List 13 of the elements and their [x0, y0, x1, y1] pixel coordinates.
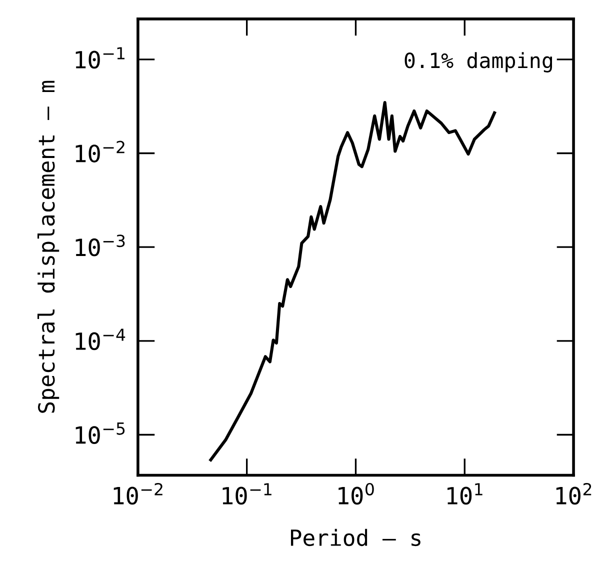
- y-tick-label: 10$^{−2}$: [76, 140, 124, 162]
- x-tick-label: 10$^{2}$: [556, 482, 592, 505]
- y-tick-label: 10$^{−1}$: [76, 47, 124, 69]
- annotation: 0.1% damping: [404, 52, 552, 72]
- y-axis-title: Spectral displacement — m: [37, 80, 60, 413]
- x-tick-label: 10$^{−1}$: [222, 483, 272, 505]
- x-axis-title: Period — s: [290, 528, 420, 546]
- y-tick-label: 10$^{−3}$: [76, 234, 125, 256]
- x-tick-label: 10$^{0}$: [338, 482, 374, 505]
- y-tick-label: 10$^{−4}$: [76, 328, 126, 350]
- y-tick-label: 10$^{−5}$: [76, 422, 125, 444]
- x-tick-label: 10$^{−2}$: [114, 482, 162, 505]
- x-tick-label: 10$^{1}$: [448, 483, 482, 505]
